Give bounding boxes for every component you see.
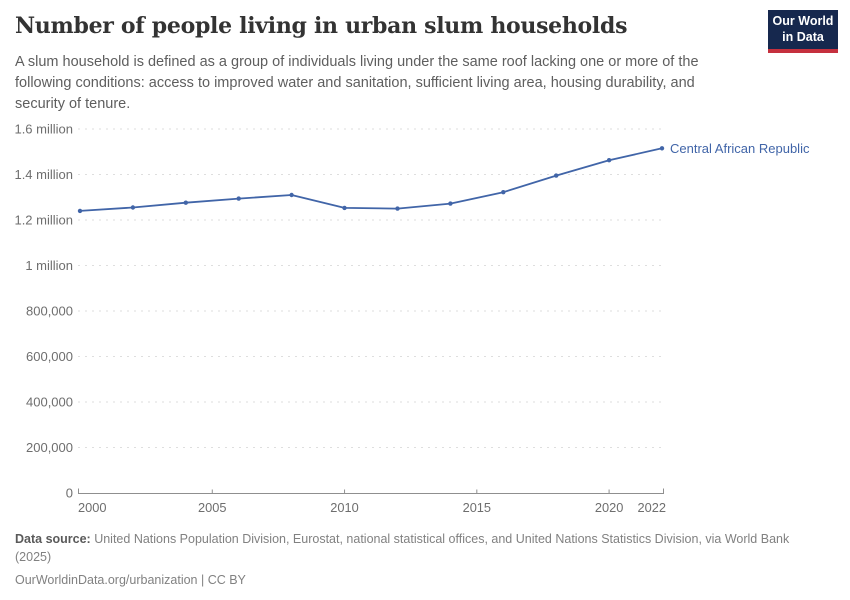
data-point-2006 (236, 196, 241, 201)
x-tick-label: 2015 (463, 500, 491, 515)
data-point-2002 (130, 205, 136, 210)
y-tick-label: 0 (66, 486, 73, 501)
data-point-2008 (289, 192, 294, 198)
y-tick-label: 800,000 (26, 304, 73, 319)
logo-line1: Our World (772, 13, 834, 28)
data-source-line: Data source: United Nations Population D… (15, 531, 823, 566)
data-point-2000 (77, 208, 83, 214)
x-tick-label: 2000 (78, 500, 106, 515)
x-tick-label: 2005 (198, 500, 226, 515)
owid-logo[interactable]: Our World in Data (768, 10, 838, 53)
data-point-2010 (342, 205, 347, 211)
series-label: Central African Republic (670, 141, 810, 156)
data-point-2018 (554, 173, 559, 178)
logo-line2: in Data (782, 29, 824, 44)
x-tick-label: 2022 (638, 500, 666, 515)
y-tick-label: 600,000 (26, 349, 73, 364)
y-tick-label: 200,000 (26, 440, 73, 455)
data-point-2004 (183, 200, 188, 205)
chart-title: Number of people living in urban slum ho… (15, 13, 628, 39)
data-point-2016 (501, 190, 506, 195)
x-tick-label: 2020 (595, 500, 623, 515)
y-tick-label: 1.4 million (14, 167, 73, 182)
data-point-2012 (395, 206, 400, 211)
y-tick-label: 1.2 million (14, 213, 73, 228)
y-tick-label: 400,000 (26, 395, 73, 410)
series-line (79, 147, 663, 212)
attribution-link[interactable]: OurWorldinData.org/urbanization | CC BY (15, 573, 246, 587)
chart-footer: Data source: United Nations Population D… (15, 531, 823, 590)
data-point-2020 (606, 158, 612, 163)
data-point-2022 (659, 146, 665, 151)
chart-subtitle: A slum household is defined as a group o… (15, 54, 699, 112)
y-tick-label: 1 million (25, 258, 73, 273)
data-source-label: Data source: (15, 532, 91, 546)
x-tick-label: 2010 (330, 500, 358, 515)
data-source-text: United Nations Population Division, Euro… (15, 532, 790, 564)
y-tick-label: 1.6 million (14, 122, 73, 137)
data-point-2014 (448, 201, 453, 206)
